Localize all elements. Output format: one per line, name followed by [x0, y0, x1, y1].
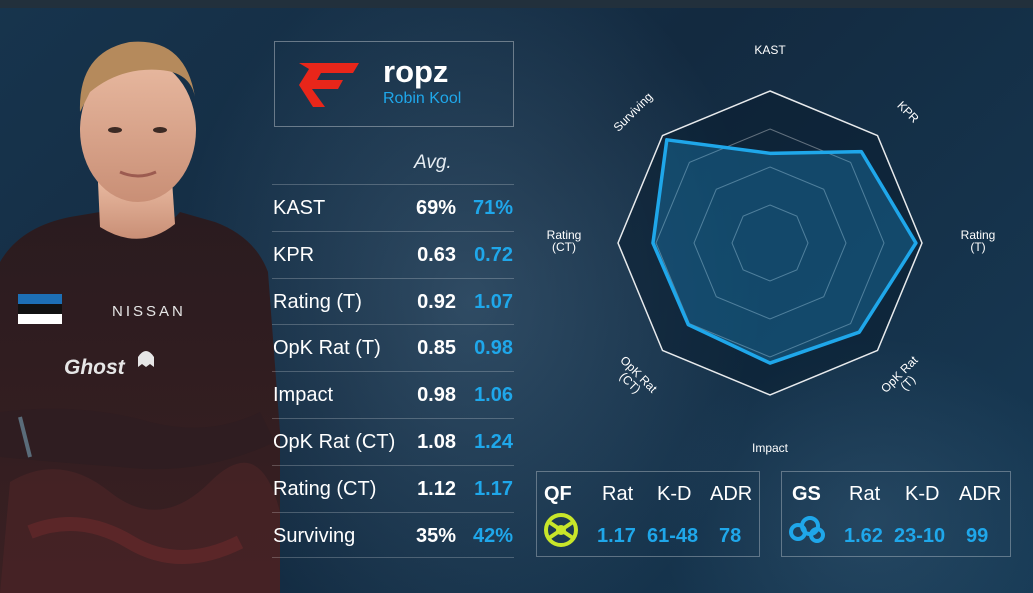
radar-ring: [731, 204, 809, 282]
stat-avg: 69%: [415, 197, 456, 219]
avg-column-header: Avg.: [414, 152, 452, 173]
match-box-gs: GS Rat K-D ADR 1.62 23-10 99: [781, 471, 1011, 557]
jersey-logo-text: Ghost: [64, 356, 126, 379]
kd-header: K-D: [657, 483, 692, 505]
stat-value: 0.98: [474, 337, 513, 360]
stat-value: 1.07: [474, 290, 513, 313]
cloud9-logo-icon: [789, 516, 825, 543]
stat-label: Rating (CT): [273, 477, 377, 500]
stat-row-opk-rat-t: OpK Rat (T) 0.85 0.98: [272, 324, 514, 371]
radar-axis-label: KAST: [754, 43, 786, 57]
stat-value: 71%: [472, 197, 513, 219]
stat-row-rating-ct: Rating (CT) 1.12 1.17: [272, 464, 514, 512]
player-name-card: ropz Robin Kool: [274, 41, 514, 127]
radar-chart: KAST KPR Rating (T) OpK Rat(T) Impact OpK Rat(…: [547, 43, 996, 455]
rating-header: Rat: [602, 483, 634, 505]
jersey-sponsor-text: NISSAN: [112, 303, 186, 320]
radar-data-polygon: [651, 138, 918, 365]
stat-avg: 0.85: [417, 337, 456, 360]
stat-label: Impact: [273, 384, 334, 407]
stat-avg: 0.92: [417, 290, 456, 313]
match-adr: 99: [966, 525, 989, 547]
stat-label: KAST: [273, 197, 326, 219]
player-portrait: NISSAN Ghost: [0, 41, 280, 593]
radar-ring: [655, 128, 885, 358]
stat-row-kast: KAST 69% 71%: [272, 184, 514, 231]
top-bar: [0, 0, 1033, 8]
stat-avg: 0.63: [417, 243, 456, 266]
stats-table: KAST 69% 71% KPR 0.63 0.72 Rating (T) 0.…: [272, 184, 514, 559]
stat-row-opk-rat-ct: OpK Rat (CT) 1.08 1.24: [272, 417, 514, 465]
match-box-qf: QF Rat K-D ADR 1.17 61-48 78: [536, 471, 760, 557]
radar-axis-label: Rating (T): [961, 228, 996, 254]
match-kd: 23-10: [894, 525, 946, 547]
faze-clan-logo-icon: [299, 63, 359, 107]
kd-header: K-D: [905, 483, 940, 505]
stat-label: OpK Rat (T): [273, 337, 381, 360]
radar-axis-label: Surviving: [611, 90, 656, 135]
stat-row-surviving: Surviving 35% 42%: [272, 511, 514, 559]
radar-axis-label: Impact: [752, 441, 789, 455]
match-stage: GS: [792, 483, 821, 505]
stat-row-rating-t: Rating (T) 0.92 1.07: [272, 277, 514, 325]
match-stage: QF: [544, 483, 572, 505]
stat-row-kpr: KPR 0.63 0.72: [272, 230, 514, 278]
stat-value: 0.72: [474, 243, 513, 266]
stat-value: 1.17: [474, 477, 513, 500]
radar-axis-label: Rating (CT): [547, 228, 582, 254]
stat-label: OpK Rat (CT): [273, 430, 396, 453]
stat-row-impact: Impact 0.98 1.06: [272, 371, 514, 418]
player-nickname: ropz: [383, 54, 449, 89]
rating-header: Rat: [849, 483, 881, 505]
radar-axis-label: KPR: [894, 98, 922, 126]
radar-background: [618, 91, 922, 395]
stat-label: Surviving: [273, 524, 356, 547]
stat-avg: 0.98: [417, 384, 456, 407]
adr-header: ADR: [959, 483, 1002, 505]
radar-ring: [693, 166, 847, 320]
match-adr: 78: [719, 525, 742, 547]
stat-avg: 35%: [415, 524, 456, 547]
stat-label: KPR: [273, 243, 315, 266]
stat-value: 1.24: [474, 430, 513, 453]
match-kd: 61-48: [647, 525, 699, 547]
stat-avg: 1.08: [417, 430, 456, 453]
ninjas-in-pyjamas-logo-icon: [544, 513, 578, 547]
match-rating: 1.17: [597, 525, 636, 547]
stat-label: Rating (T): [273, 290, 362, 313]
stat-avg: 1.12: [417, 477, 456, 500]
match-rating: 1.62: [844, 525, 883, 547]
stat-value: 42%: [472, 524, 513, 547]
player-real-name: Robin Kool: [383, 90, 462, 107]
radar-axis-label: OpK Rat(T): [878, 353, 929, 404]
adr-header: ADR: [710, 483, 753, 505]
stat-value: 1.06: [474, 384, 513, 407]
radar-axis-label: OpK Rat(CT): [609, 353, 660, 404]
ghost-icon: [138, 351, 154, 367]
radar-ring: [617, 90, 923, 396]
